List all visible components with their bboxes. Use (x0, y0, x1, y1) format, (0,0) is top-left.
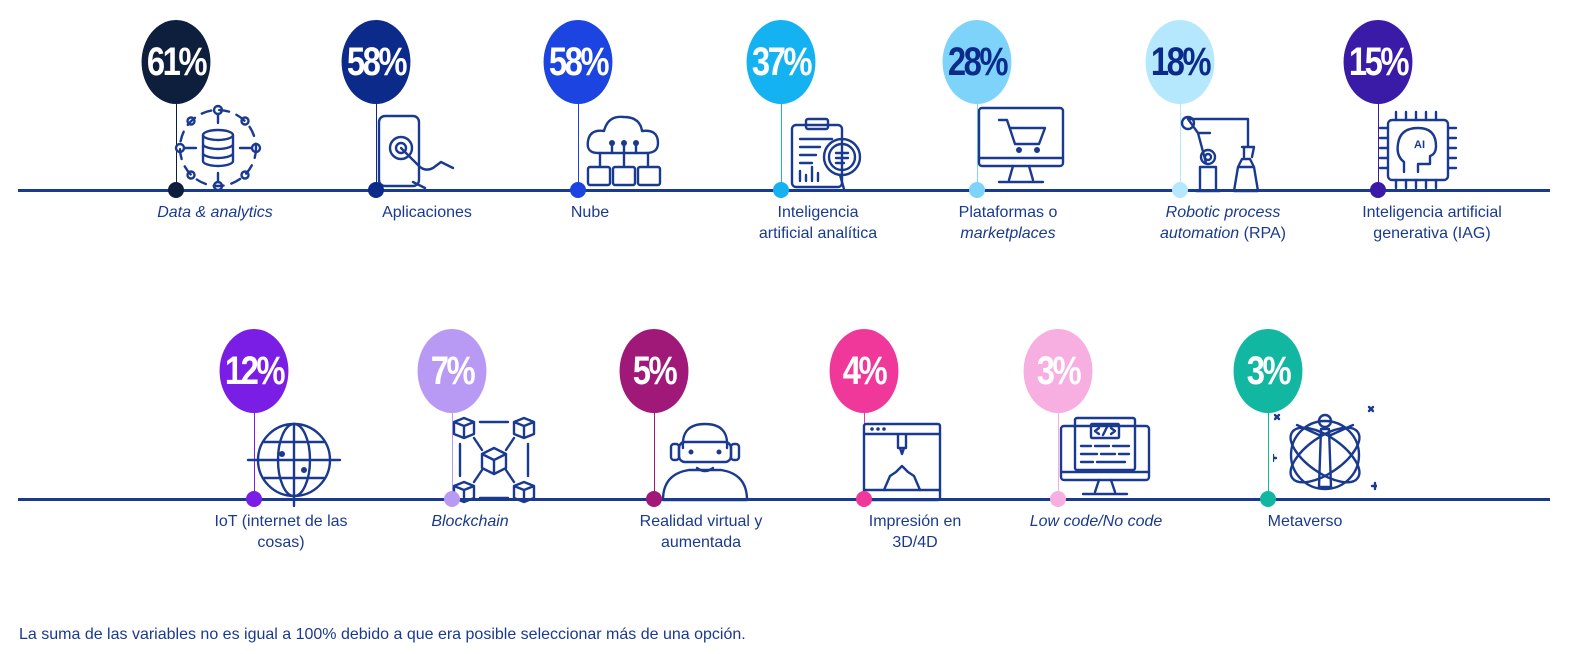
category-label-line1: Blockchain (431, 513, 509, 530)
timeline-dot (168, 182, 184, 198)
connector-line (653, 413, 655, 499)
analytics-report-icon (790, 117, 862, 191)
category-label: Data & analytics (157, 202, 273, 223)
timeline-dot (773, 182, 789, 198)
category-label: IoT (internet de las cosas) (214, 511, 347, 553)
ai-chip-icon: AI (1378, 110, 1458, 190)
connector-line (451, 413, 453, 499)
timeline-dot (246, 491, 262, 507)
percentage-bubble: 58% (341, 20, 411, 104)
blockchain-cubes-icon (452, 416, 536, 504)
connector-line (976, 104, 978, 190)
category-label-line1: Low code/No code (1029, 513, 1163, 530)
percentage-bubble: 3% (1233, 329, 1303, 413)
globe-network-icon (246, 422, 342, 508)
timeline-dot (969, 182, 985, 198)
category-label-line2: 3D/4D (892, 534, 938, 551)
category-label-line2: generativa (IAG) (1373, 225, 1491, 242)
percentage-bubble: 12% (219, 329, 289, 413)
percentage-bubble: 61% (141, 20, 211, 104)
connector-line (375, 104, 377, 190)
category-label-line1: Impresión en (868, 513, 962, 530)
category-label-line1: Metaverso (1267, 513, 1343, 530)
category-label: Metaverso (1268, 511, 1343, 532)
timeline-dot (570, 182, 586, 198)
category-label-line1: Inteligencia artificial (1362, 204, 1502, 221)
category-label-line2: artificial analítica (758, 225, 878, 242)
category-label-line2: aumentada (660, 534, 742, 551)
category-label-line1: Aplicaciones (382, 204, 472, 221)
vr-headset-icon (661, 422, 749, 502)
percentage-bubble: 15% (1343, 20, 1413, 104)
touch-phone-icon (377, 114, 455, 190)
category-label: Realidad virtual y aumentada (640, 511, 763, 553)
connector-line (253, 413, 255, 499)
cloud-network-icon (586, 115, 662, 187)
category-label-line1: Nube (570, 204, 610, 221)
svg-text:AI: AI (1414, 139, 1425, 151)
percentage-bubble: 28% (942, 20, 1012, 104)
3d-printer-icon (862, 422, 942, 502)
percentage-bubble: 3% (1023, 329, 1093, 413)
category-label-line2: automation (1160, 225, 1240, 242)
timeline-dot (646, 491, 662, 507)
category-label: Inteligencia artificial generativa (IAG) (1362, 202, 1502, 244)
timeline-dot (1172, 182, 1188, 198)
percentage-bubble: 4% (829, 329, 899, 413)
percentage-bubble: 58% (543, 20, 613, 104)
category-label-line1: IoT (internet de las (214, 513, 348, 530)
category-label-line1: Robotic process (1165, 204, 1281, 221)
timeline-dot (1050, 491, 1066, 507)
category-label: Blockchain (431, 511, 508, 532)
category-label-line2: cosas) (257, 534, 305, 551)
timeline-row-2 (18, 498, 1550, 501)
category-label-line1: Plataformas o (958, 204, 1058, 221)
robot-arm-icon (1180, 115, 1260, 193)
metaverse-avatar-icon (1273, 405, 1377, 491)
percentage-bubble: 5% (619, 329, 689, 413)
connector-line (1057, 413, 1059, 499)
database-network-icon (174, 104, 262, 192)
timeline-dot (444, 491, 460, 507)
category-label: Inteligencia artificial analítica (759, 202, 877, 244)
category-label: Low code/No code (1030, 511, 1163, 532)
category-label: Aplicaciones (382, 202, 472, 223)
connector-line (1267, 413, 1269, 499)
category-label-line2: marketplaces (960, 225, 1056, 242)
timeline-dot (368, 182, 384, 198)
category-label-suffix: (RPA) (1239, 225, 1286, 242)
category-label: Robotic process automation (RPA) (1160, 202, 1286, 244)
percentage-bubble: 18% (1145, 20, 1215, 104)
connector-line (577, 104, 579, 190)
connector-line (1179, 104, 1181, 190)
connector-line (780, 104, 782, 190)
category-label: Plataformas o marketplaces (959, 202, 1058, 244)
category-label: Impresión en 3D/4D (869, 511, 962, 553)
category-label-line1: Data & analytics (157, 204, 273, 221)
monitor-cart-icon (977, 106, 1065, 184)
code-monitor-icon (1059, 416, 1151, 496)
category-label-line1: Realidad virtual y (639, 513, 763, 530)
category-label-line1: Inteligencia (777, 204, 859, 221)
footnote: La suma de las variables no es igual a 1… (19, 626, 746, 643)
timeline-dot (1370, 182, 1386, 198)
timeline-dot (856, 491, 872, 507)
category-label: Nube (571, 202, 609, 223)
percentage-bubble: 7% (417, 329, 487, 413)
connector-line (1377, 104, 1379, 190)
timeline-dot (1260, 491, 1276, 507)
percentage-bubble: 37% (746, 20, 816, 104)
